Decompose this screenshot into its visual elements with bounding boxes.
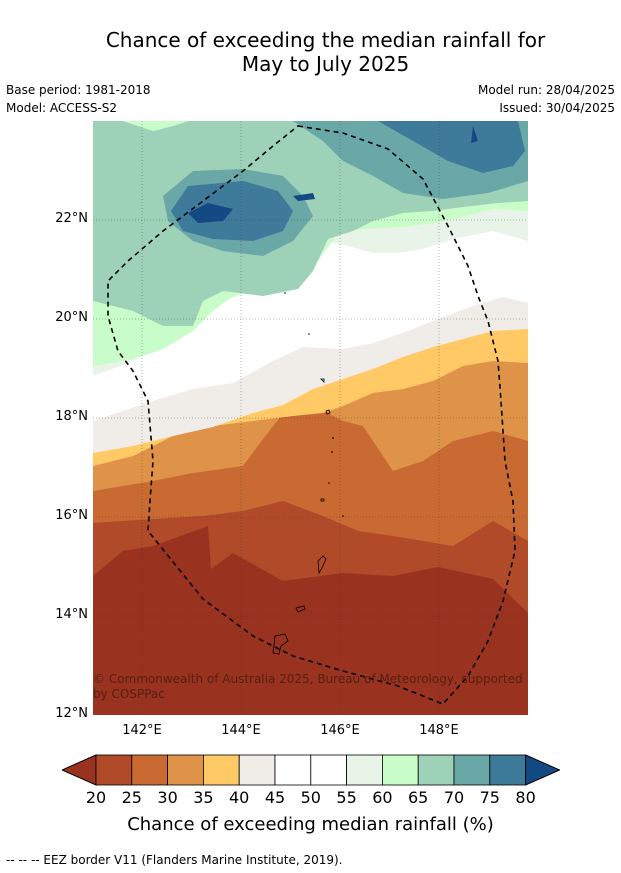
colorbar-tick-label: 65 <box>408 788 429 807</box>
colorbar-tick-label: 35 <box>193 788 214 807</box>
colorbar-segment <box>381 754 419 786</box>
colorbar-extend-high <box>525 754 561 786</box>
base-period: Base period: 1981-2018 <box>6 83 151 97</box>
colorbar-tick-label: 55 <box>336 788 357 807</box>
islands <box>272 378 331 655</box>
map-title: Chance of exceeding the median rainfall … <box>0 28 621 76</box>
eez-border <box>107 125 516 705</box>
colorbar <box>60 754 561 792</box>
colorbar-tick-label: 70 <box>443 788 465 807</box>
colorbar-tick-label: 45 <box>264 788 286 807</box>
title-line-1: Chance of exceeding the median rainfall … <box>105 28 546 52</box>
copyright-text: © Commonwealth of Australia 2025, Bureau… <box>93 672 523 701</box>
colorbar-segment <box>489 754 526 786</box>
model-name: Model: ACCESS-S2 <box>6 101 118 115</box>
colorbar-tick-label: 80 <box>515 788 536 807</box>
colorbar-tick-label: 60 <box>372 788 393 807</box>
colorbar-title: Chance of exceeding median rainfall (%) <box>127 814 494 835</box>
rainfall-map <box>93 121 528 715</box>
colorbar-segment <box>453 754 491 786</box>
lon-label-144: 144°E <box>221 723 261 738</box>
colorbar-segment <box>202 754 240 786</box>
title-line-2: May to July 2025 <box>241 52 410 76</box>
colorbar-tick-label: 20 <box>85 788 107 807</box>
colorbar-svg <box>60 754 561 786</box>
map-canvas <box>93 121 528 715</box>
lat-label-22: 22°N <box>55 211 88 226</box>
lon-label-146: 146°E <box>320 723 360 738</box>
colorbar-tick-label: 40 <box>229 788 250 807</box>
colorbar-tick-label: 25 <box>121 788 142 807</box>
colorbar-segment <box>310 754 348 786</box>
meta-left: Base period: 1981-2018 Model: ACCESS-S2 <box>6 81 151 117</box>
colorbar-segment <box>274 754 312 786</box>
lat-label-16: 16°N <box>55 508 88 523</box>
colorbar-tick-label: 30 <box>157 788 178 807</box>
lat-label-14: 14°N <box>55 607 88 622</box>
issued-date: Issued: 30/04/2025 <box>499 101 615 115</box>
lat-label-12: 12°N <box>55 706 88 721</box>
model-run: Model run: 28/04/2025 <box>477 83 615 97</box>
colorbar-segment <box>131 754 169 786</box>
colorbar-segment <box>346 754 383 786</box>
eez-legend: -- -- -- EEZ border V11 (Flanders Marine… <box>6 853 343 867</box>
colorbar-segment <box>167 754 204 786</box>
lon-label-142: 142°E <box>122 723 162 738</box>
colorbar-tick-label: 50 <box>300 788 321 807</box>
graticule <box>93 121 528 715</box>
colorbar-segment <box>417 754 455 786</box>
band-80-plus <box>171 181 293 241</box>
colorbar-segment <box>95 754 133 786</box>
colorbar-segment <box>238 754 276 786</box>
lat-label-20: 20°N <box>55 310 88 325</box>
colorbar-extend-low <box>60 754 97 786</box>
meta-right: Model run: 28/04/2025 Issued: 30/04/2025 <box>478 81 615 117</box>
lat-label-18: 18°N <box>55 409 88 424</box>
lon-label-148: 148°E <box>419 723 459 738</box>
colorbar-tick-label: 75 <box>479 788 500 807</box>
